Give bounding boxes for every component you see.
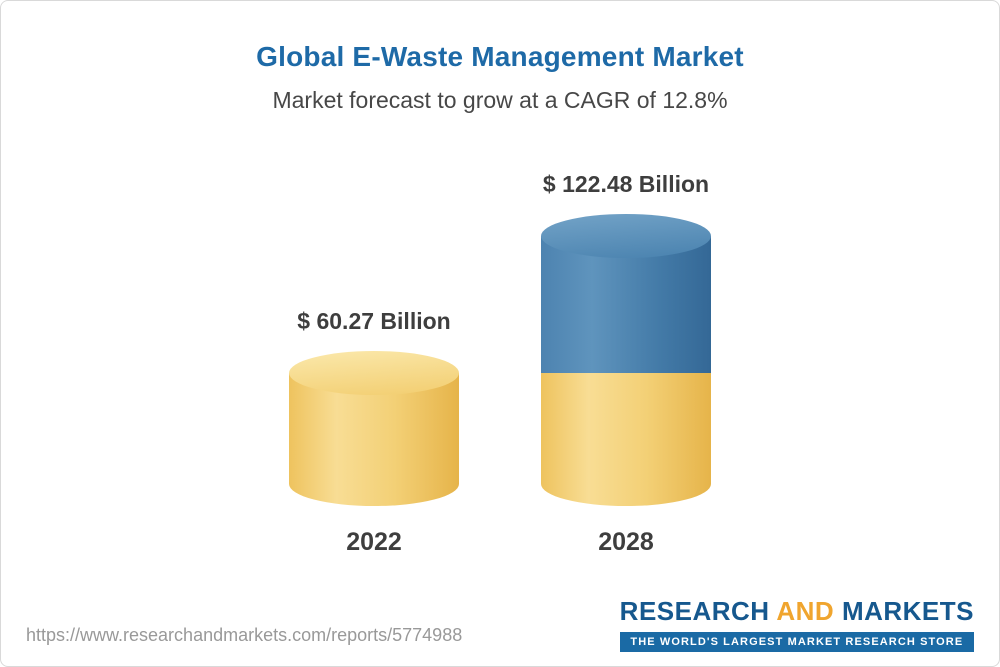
cylinder-body-yellow — [289, 373, 459, 506]
logo-word-research: RESEARCH — [619, 596, 770, 626]
chart-subtitle: Market forecast to grow at a CAGR of 12.… — [272, 87, 728, 113]
logo-word-markets: MARKETS — [841, 596, 974, 626]
bar-group-2022: $ 60.27 Billion 2022 — [289, 308, 459, 557]
cylinder-bar-2028 — [541, 214, 711, 506]
logo-wordmark: RESEARCH AND MARKETS — [620, 596, 974, 627]
value-label-2028: $ 122.48 Billion — [542, 171, 710, 197]
logo-tagline: THE WORLD'S LARGEST MARKET RESEARCH STOR… — [619, 632, 974, 652]
logo-word-and: AND — [776, 596, 835, 626]
bar-group-2028: $ 122.48 Billion 2028 — [541, 171, 711, 557]
cylinder-bar-2022 — [289, 351, 459, 506]
cylinder-top-ellipse — [541, 214, 711, 258]
chart-plot-area: $ 60.27 Billion 2022 $ 122.48 Billion 20… — [1, 171, 999, 557]
research-and-markets-logo: RESEARCH AND MARKETS THE WORLD'S LARGEST… — [619, 596, 974, 652]
value-label-2022: $ 60.27 Billion — [297, 308, 451, 335]
cylinder-segment-base-yellow — [541, 373, 711, 506]
chart-title: Global E-Waste Management Market — [256, 41, 744, 72]
year-label-2028: 2028 — [598, 528, 654, 556]
cylinder-segment-growth-blue — [541, 236, 711, 374]
report-url: https://www.researchandmarkets.com/repor… — [26, 625, 463, 645]
year-label-2022: 2022 — [346, 528, 402, 556]
cylinder-top-ellipse — [289, 351, 459, 396]
